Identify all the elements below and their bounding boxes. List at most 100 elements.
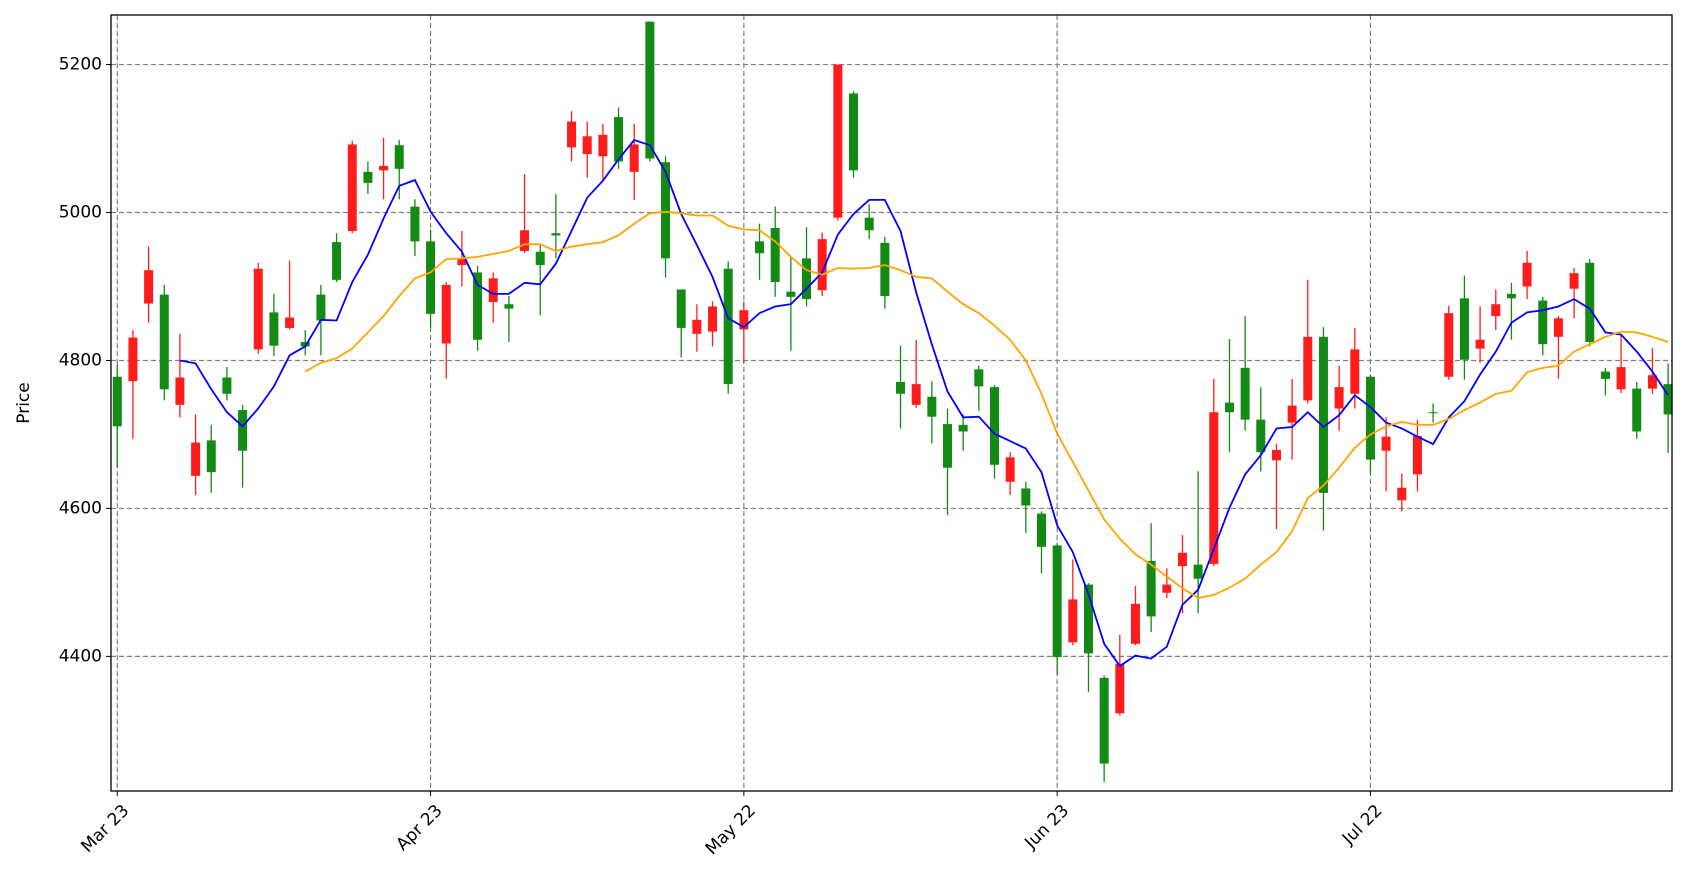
x-tick-label: May 22	[702, 801, 760, 859]
candle-body	[504, 304, 514, 309]
candle-body	[1036, 513, 1046, 547]
candle-body	[927, 396, 937, 417]
candle-body	[708, 306, 718, 332]
candle-body	[551, 233, 561, 236]
candle-body	[1444, 313, 1454, 377]
candle-body	[864, 217, 874, 231]
candle-body	[849, 93, 859, 171]
candle-body	[1130, 603, 1140, 644]
y-tick-label: 5200	[59, 55, 102, 75]
candle-body	[1475, 339, 1485, 349]
candle-body	[676, 289, 686, 328]
candle-body	[222, 377, 232, 394]
x-tick-label: Jul 22	[1338, 801, 1386, 849]
candle-body	[833, 64, 843, 218]
candle-body	[1632, 388, 1642, 432]
candle-body	[1240, 367, 1250, 420]
candle-body	[520, 230, 530, 251]
candle-body	[488, 278, 498, 303]
candle-body	[175, 377, 185, 405]
candle-body	[1068, 599, 1078, 643]
candle-body	[1569, 273, 1579, 289]
candle-body	[723, 268, 733, 385]
candle-body	[1365, 376, 1375, 460]
candle-body	[629, 144, 639, 172]
candle-body	[457, 258, 467, 266]
y-tick-label: 4800	[59, 350, 102, 370]
candle-body	[1412, 435, 1422, 475]
candle-body	[300, 341, 310, 347]
candle-body	[567, 121, 577, 148]
candle-body	[1491, 304, 1501, 317]
candle-body	[1224, 402, 1234, 413]
x-tick-label: Jun 23	[1020, 801, 1073, 854]
candle-body	[253, 268, 263, 350]
candle-body	[582, 136, 592, 155]
candle-body	[1193, 564, 1203, 579]
candle-body	[1616, 367, 1626, 390]
candle-body	[1538, 300, 1548, 345]
candle-body	[410, 206, 420, 242]
candle-body	[159, 294, 169, 390]
candle-body	[1647, 375, 1657, 389]
candle-body	[880, 242, 890, 297]
candle-body	[426, 241, 436, 314]
candle-body	[441, 285, 451, 344]
candle-body	[1021, 488, 1031, 506]
x-tick-label: Mar 23	[77, 801, 133, 857]
candle-body	[1506, 293, 1516, 299]
plot-frame	[110, 14, 1673, 792]
candle-body	[1209, 412, 1219, 564]
candle-body	[1146, 560, 1156, 617]
candle-body	[817, 239, 827, 291]
x-tick-label: Apr 23	[393, 801, 447, 855]
candle-body	[1256, 419, 1266, 453]
candle-body	[896, 381, 906, 394]
candle-body	[394, 145, 404, 169]
candle-body	[645, 21, 655, 159]
candle-body	[191, 442, 201, 476]
candle-body	[1052, 545, 1062, 658]
y-tick-label: 5000	[59, 203, 102, 223]
candle-body	[1585, 262, 1595, 342]
candle-body	[1005, 457, 1015, 482]
candle-body	[144, 270, 154, 304]
candle-body	[332, 242, 342, 280]
candle-body	[128, 337, 138, 382]
candle-body	[911, 384, 921, 405]
candle-body	[786, 291, 796, 297]
candle-body	[269, 312, 279, 346]
candle-body	[770, 228, 780, 283]
candle-body	[989, 387, 999, 465]
candle-body	[739, 310, 749, 330]
candle-body	[473, 272, 483, 340]
candle-body	[1099, 677, 1109, 764]
candle-body	[285, 317, 295, 328]
candle-body	[238, 410, 248, 451]
candle-body	[943, 424, 953, 468]
candle-body	[1553, 318, 1563, 337]
candle-body	[1287, 405, 1297, 423]
candle-body	[535, 251, 545, 266]
candle-body	[1600, 371, 1610, 379]
candle-body	[1522, 262, 1532, 287]
candle-body	[598, 134, 608, 157]
candle-body	[379, 165, 389, 171]
candle-body	[363, 171, 373, 183]
candle-body	[316, 294, 326, 321]
candle-body	[755, 241, 765, 254]
candle-body	[1162, 584, 1172, 593]
candle-body	[1381, 436, 1391, 451]
candle-body	[112, 376, 122, 427]
candle-body	[1334, 387, 1344, 409]
candle-body	[206, 440, 216, 473]
moving-average-line	[304, 210, 1669, 599]
candle-body	[661, 162, 671, 259]
candle-body	[1350, 349, 1360, 394]
candle-body	[1428, 412, 1438, 414]
y-axis-label: Price	[14, 382, 34, 423]
candle-body	[1459, 298, 1469, 360]
candle-body	[958, 424, 968, 432]
